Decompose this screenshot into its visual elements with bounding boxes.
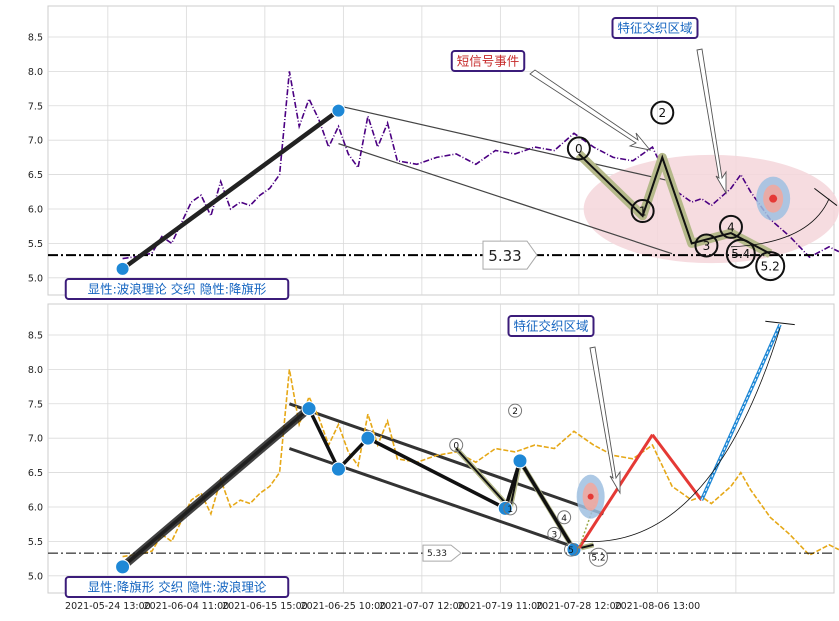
bottom-wave-label: 0	[453, 442, 459, 452]
top-wave-label-circle	[718, 214, 743, 239]
top-y-tick-label: 6.5	[28, 170, 43, 181]
x-tick-label: 2021-05-24 13:00	[65, 601, 151, 612]
projection-final-dash	[701, 324, 781, 501]
top-arc-cap	[814, 187, 838, 206]
bottom-pattern-leg	[118, 404, 314, 571]
bottom-channel-line	[288, 402, 604, 516]
bottom-pattern-point	[301, 401, 317, 417]
x-tick-label: 2021-06-04 11:00	[144, 601, 230, 612]
x-tick-label: 2021-06-15 15:00	[222, 601, 308, 612]
top-wave-label: 3	[703, 239, 711, 253]
top-hline-callout	[482, 240, 538, 270]
bottom-y-tick-label: 8.5	[28, 330, 43, 341]
top-price-series	[122, 71, 839, 260]
x-tick-label: 2021-06-25 10:00	[301, 601, 387, 612]
bottom-wave-label: 3	[551, 530, 557, 540]
bottom-wave-label-circle	[508, 403, 523, 418]
bottom-y-tick-label: 6.0	[28, 502, 43, 513]
bottom-pattern-point	[566, 542, 582, 558]
bottom-wave-label: 2	[512, 407, 518, 417]
projection-arc	[583, 327, 781, 542]
projection-arc-cap	[765, 320, 795, 326]
bottom-panel: 5.0 5.5 6.0 6.5 7.0 7.5 8.0 8.5 5.33 0 1 2 34 5 5.2 特征交…	[28, 303, 839, 598]
projection-up-leg	[577, 433, 654, 550]
top-feature-marker-core	[769, 194, 778, 203]
top-wave-label: 0	[575, 142, 583, 156]
short-signal-label: 短信号事件	[457, 54, 520, 69]
top-y-tick-label: 5.0	[28, 273, 43, 284]
bottom-wave-label: 4	[561, 514, 567, 524]
x-tick-label: 2021-07-28 12:00	[536, 601, 622, 612]
top-pattern-point	[115, 261, 130, 276]
bottom-wave-label: 1	[507, 505, 513, 515]
top-arc	[730, 198, 830, 248]
bottom-pattern-label: 显性:降旗形 交织 隐性:波浪理论	[88, 580, 267, 595]
top-wave-label: 4	[727, 220, 735, 234]
bottom-feature-arrow	[589, 346, 621, 495]
bottom-y-tick-label: 7.0	[28, 434, 43, 445]
bottom-feature-zone-label-box	[507, 315, 595, 337]
top-feature-zone-label: 特征交织区域	[617, 21, 692, 36]
top-feature-zone-label-box	[611, 17, 699, 39]
top-pattern-leg	[120, 108, 341, 272]
top-pattern-label: 显性:波浪理论 交织 隐性:降旗形	[88, 282, 267, 297]
top-wave-label: 5.4	[731, 247, 750, 261]
bottom-wave-label-circle	[503, 501, 518, 516]
bottom-wave-label: 5	[568, 546, 574, 556]
top-wave-label-circle	[630, 199, 655, 224]
bottom-wave-label: 5.2	[591, 554, 605, 564]
bottom-y-tick-label: 6.5	[28, 468, 43, 479]
bottom-hline-callout	[422, 544, 462, 562]
top-y-tick-label: 8.0	[28, 67, 43, 78]
top-channel-line	[338, 143, 673, 255]
top-wave-label-circle	[725, 238, 756, 269]
bottom-hline-label: 5.33	[427, 549, 447, 559]
x-tick-label: 2021-08-06 13:00	[615, 601, 701, 612]
bottom-feature-zone-label: 特征交织区域	[513, 319, 588, 334]
projection-down-leg	[651, 433, 703, 502]
top-y-tick-label: 6.0	[28, 204, 43, 215]
top-pattern-point	[331, 103, 346, 118]
x-tick-label: 2021-07-07 12:00	[379, 601, 465, 612]
bottom-feature-marker-core	[587, 493, 594, 500]
top-wave-label: 5.2	[761, 260, 780, 274]
x-tick-label: 2021-07-19 11:00	[458, 601, 544, 612]
bottom-y-tick-label: 5.0	[28, 571, 43, 582]
bottom-pattern-point	[497, 500, 513, 516]
top-y-tick-label: 5.5	[28, 239, 43, 250]
top-pattern-label-box	[64, 278, 290, 300]
bottom-wave-label-circle	[557, 510, 572, 525]
top-y-tick-label: 7.0	[28, 136, 43, 147]
top-y-tick-label: 7.5	[28, 101, 43, 112]
short-signal-arrow	[529, 69, 652, 151]
top-y-tick-label: 8.5	[28, 32, 43, 43]
top-wave-label-circle	[755, 251, 786, 282]
top-wave-label-circle	[566, 136, 591, 161]
short-signal-label-box	[450, 50, 526, 72]
top-feature-arrow	[696, 48, 727, 195]
bottom-pattern-point	[115, 559, 131, 575]
top-wave-label: 2	[658, 106, 666, 120]
bottom-wave-label-circle	[564, 542, 579, 557]
bottom-wave-label-circle	[588, 547, 608, 567]
top-panel: 5.0 5.5 6.0 6.5 7.0 7.5 8.0 8.5 5.33 0 1 2 3 4 5.4 5.2 短…	[28, 5, 839, 300]
top-wave-label: 1	[639, 205, 647, 219]
bottom-pattern-label-box	[64, 576, 290, 598]
bottom-pattern-point	[330, 461, 346, 477]
bottom-pattern-point	[512, 453, 528, 469]
bottom-y-tick-label: 7.5	[28, 399, 43, 410]
bottom-pattern-point	[360, 430, 376, 446]
top-wave-label-circle	[650, 100, 675, 125]
top-wave-label-circle	[694, 233, 719, 258]
bottom-wave-label-circle	[547, 526, 562, 541]
top-hline-label: 5.33	[488, 247, 521, 265]
top-channel-line	[338, 105, 673, 183]
bottom-y-tick-label: 5.5	[28, 537, 43, 548]
bottom-wave-label-circle	[449, 438, 464, 453]
bottom-y-tick-label: 8.0	[28, 365, 43, 376]
